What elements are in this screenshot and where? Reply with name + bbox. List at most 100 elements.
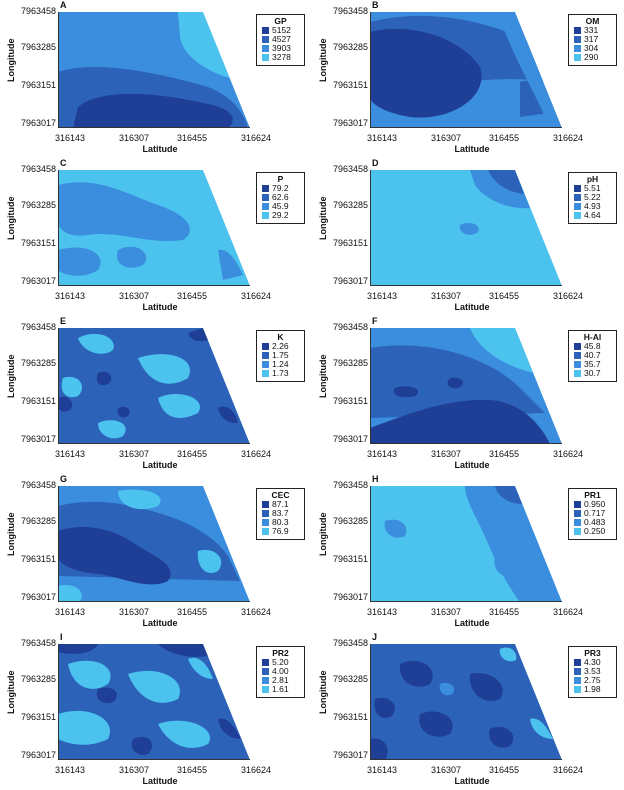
y-tick-label: 7963017 (332, 118, 368, 128)
y-tick-label: 7963151 (20, 80, 56, 90)
y-tick-label: 7963458 (20, 638, 56, 648)
map-zone-level-1 (399, 660, 433, 687)
map-legend: K 2.26 1.75 1.24 1.73 (256, 330, 305, 382)
interpolated-map (370, 12, 562, 128)
map-legend: OM 331 317 304 290 (568, 14, 617, 66)
legend-swatch (262, 212, 269, 219)
x-axis-title: Latitude (454, 302, 490, 312)
legend-value: 45.9 (272, 201, 289, 211)
map-zone-level-3 (218, 249, 243, 280)
legend-value: 29.2 (272, 210, 289, 220)
interpolated-map (370, 644, 562, 760)
x-tick-label: 316455 (176, 291, 208, 301)
axis-lines (370, 644, 562, 760)
map-zone-level-1 (117, 406, 130, 418)
x-axis-title: Latitude (454, 460, 490, 470)
map-zone-level-4 (68, 660, 111, 689)
map-zone-level-1 (73, 93, 233, 128)
legend-value: 40.7 (584, 350, 601, 360)
x-tick-label: 316307 (118, 765, 150, 775)
x-tick-label: 316143 (366, 291, 398, 301)
y-tick-label: 7963285 (332, 358, 368, 368)
x-tick-label: 316143 (54, 449, 86, 459)
legend-value: 3.53 (584, 666, 601, 676)
x-axis-title: Latitude (454, 144, 490, 154)
map-zone-level-4 (128, 670, 180, 703)
x-tick-label: 316455 (176, 133, 208, 143)
x-tick-label: 316624 (552, 765, 584, 775)
map-zone-level-1 (370, 28, 482, 118)
y-tick-label: 7963458 (20, 6, 56, 16)
axis-lines (370, 12, 562, 128)
interpolated-map (370, 486, 562, 602)
x-tick-label: 316624 (240, 291, 272, 301)
legend-swatch (574, 185, 581, 192)
legend-swatch (262, 510, 269, 517)
map-zone-level-3 (58, 247, 101, 276)
y-tick-label: 7963285 (20, 42, 56, 52)
x-tick-label: 316455 (176, 607, 208, 617)
legend-title: P (277, 174, 284, 184)
legend-swatch (262, 519, 269, 526)
map-zone-level-3 (117, 246, 147, 268)
legend-swatch (574, 501, 581, 508)
map-panel-i: I 7963458 7963285 7963151 7963017 Longitude 31… (0, 632, 312, 790)
y-tick-label: 7963458 (332, 164, 368, 174)
y-axis-title: Longitude (318, 38, 328, 83)
y-tick-label: 7963285 (20, 200, 56, 210)
x-tick-label: 316143 (366, 449, 398, 459)
legend-value: 304 (584, 43, 599, 53)
x-tick-label: 316307 (118, 291, 150, 301)
legend-swatch (262, 528, 269, 535)
x-tick-label: 316307 (430, 133, 462, 143)
map-panel-g: G 7963458 7963285 7963151 7963017 Longitude 31… (0, 474, 312, 632)
interpolated-map (370, 328, 562, 444)
y-tick-label: 7963151 (332, 238, 368, 248)
interpolated-map (58, 328, 250, 444)
legend-value: 2.26 (272, 341, 289, 351)
x-tick-label: 316143 (366, 133, 398, 143)
y-tick-label: 7963458 (332, 480, 368, 490)
map-zone-level-4 (58, 584, 82, 602)
y-tick-label: 7963285 (332, 42, 368, 52)
legend-swatch (262, 686, 269, 693)
y-tick-label: 7963151 (332, 396, 368, 406)
y-tick-label: 7963458 (20, 322, 56, 332)
legend-title: CEC (271, 490, 290, 500)
map-zone-level-4 (499, 647, 517, 662)
map-zone-level-2 (370, 644, 562, 760)
legend-title: PR3 (584, 648, 601, 658)
panel-letter: I (60, 632, 63, 642)
legend-title: H-Al (583, 332, 602, 342)
y-axis-title: Longitude (318, 670, 328, 715)
legend-title: OM (585, 16, 600, 26)
panel-letter: C (60, 158, 67, 168)
map-zone-level-1 (447, 377, 464, 389)
legend-value: 30.7 (584, 368, 601, 378)
map-zone-level-4 (470, 328, 535, 373)
x-tick-label: 316624 (552, 449, 584, 459)
y-tick-label: 7963458 (20, 164, 56, 174)
map-zone-level-4 (58, 710, 110, 745)
map-zone-level-4 (78, 333, 114, 354)
map-panel-c: C 7963458 7963285 7963151 7963017 Longitude 31… (0, 158, 312, 316)
legend-swatch (574, 352, 581, 359)
legend-swatch (262, 677, 269, 684)
x-tick-label: 316307 (430, 607, 462, 617)
map-zone-level-1 (158, 644, 208, 657)
legend-value: 4.30 (584, 657, 601, 667)
x-axis-title: Latitude (142, 302, 178, 312)
legend-value: 0.717 (584, 508, 606, 518)
legend-value: 5.51 (584, 183, 601, 193)
map-zone-level-1 (58, 644, 98, 654)
x-tick-label: 316307 (118, 133, 150, 143)
legend-swatch (262, 45, 269, 52)
y-tick-label: 7963151 (332, 554, 368, 564)
x-tick-label: 316143 (54, 291, 86, 301)
x-tick-label: 316455 (176, 449, 208, 459)
y-axis-title: Longitude (6, 196, 16, 241)
legend-value: 62.6 (272, 192, 289, 202)
panel-letter: F (372, 316, 378, 326)
map-zone-level-1 (58, 526, 171, 585)
legend-value: 331 (584, 25, 599, 35)
